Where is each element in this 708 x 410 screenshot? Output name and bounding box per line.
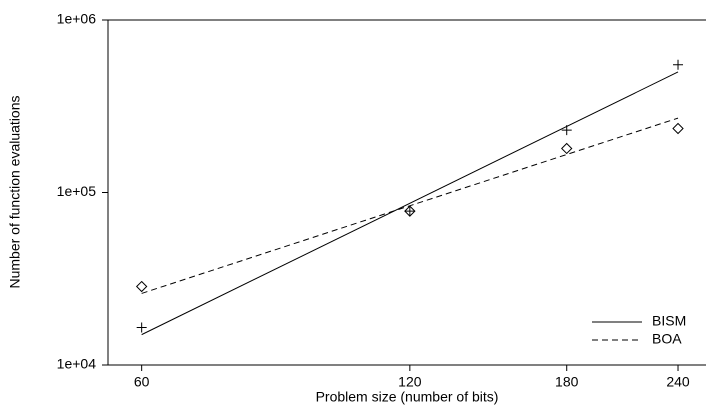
y-tick-label: 1e+05 — [57, 183, 97, 199]
legend-label: BOA — [652, 331, 682, 347]
plus-marker — [405, 206, 415, 216]
y-axis-label: Number of function evaluations — [7, 96, 23, 289]
y-tick-label: 1e+04 — [57, 356, 97, 372]
diamond-marker — [562, 143, 572, 153]
x-tick-label: 180 — [555, 374, 579, 390]
plus-marker — [562, 125, 572, 135]
y-tick-label: 1e+06 — [57, 11, 97, 27]
x-axis-label: Problem size (number of bits) — [316, 389, 499, 405]
x-tick-label: 60 — [134, 374, 150, 390]
legend-label: BISM — [652, 313, 686, 329]
plus-marker — [673, 60, 683, 70]
diamond-marker — [137, 282, 147, 292]
plus-marker — [137, 322, 147, 332]
chart: Problem size (number of bits) Number of … — [0, 0, 708, 410]
fit-line — [142, 72, 678, 335]
x-tick-label: 240 — [666, 374, 690, 390]
diamond-marker — [673, 123, 683, 133]
x-tick-label: 120 — [398, 374, 422, 390]
